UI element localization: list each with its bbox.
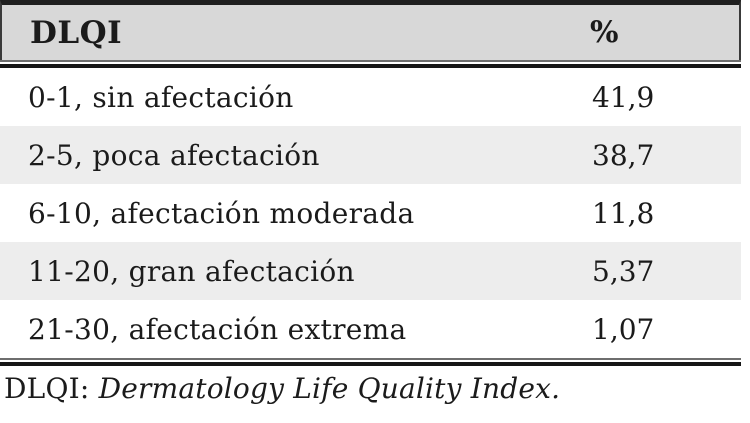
table-row: 11-20, gran afectación 5,37 <box>0 242 741 300</box>
header-dlqi: DLQI <box>30 14 123 51</box>
table-row: 2-5, poca afectación 38,7 <box>0 126 741 184</box>
dlqi-range-cell: 6-10, afectación moderada <box>28 196 415 230</box>
percent-cell: 1,07 <box>592 312 655 346</box>
table-header-row: DLQI % <box>0 0 741 60</box>
header-bottom-rule <box>0 60 741 68</box>
percent-cell: 38,7 <box>592 138 655 172</box>
dlqi-range-cell: 11-20, gran afectación <box>28 254 355 288</box>
header-percent: % <box>590 15 619 50</box>
footnote-separator: : <box>79 372 99 405</box>
dlqi-range-cell: 21-30, afectación extrema <box>28 312 407 346</box>
dlqi-table: DLQI % 0-1, sin afectación 41,9 2-5, poc… <box>0 0 741 366</box>
table-footnote: DLQI: Dermatology Life Quality Index. <box>4 372 560 405</box>
footnote-abbreviation: DLQI <box>4 372 80 405</box>
table-bottom-rule <box>0 358 741 366</box>
dlqi-range-cell: 2-5, poca afectación <box>28 138 320 172</box>
table-row: 21-30, afectación extrema 1,07 <box>0 300 741 358</box>
percent-cell: 11,8 <box>592 196 655 230</box>
dlqi-range-cell: 0-1, sin afectación <box>28 80 294 114</box>
table-row: 0-1, sin afectación 41,9 <box>0 68 741 126</box>
percent-cell: 41,9 <box>592 80 655 114</box>
table-row: 6-10, afectación moderada 11,8 <box>0 184 741 242</box>
footnote-definition: Dermatology Life Quality Index. <box>98 372 561 405</box>
percent-cell: 5,37 <box>592 254 655 288</box>
